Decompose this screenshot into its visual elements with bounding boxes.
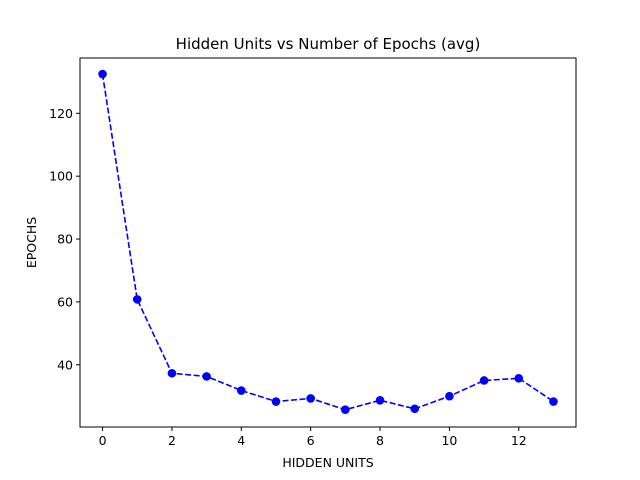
data-point [132, 295, 142, 304]
plot-frame [79, 57, 577, 428]
data-point [479, 376, 489, 385]
data-point [375, 395, 385, 405]
x-axis-ticks: 0 2 4 6 8 10 12 [99, 427, 527, 448]
data-point [202, 372, 211, 381]
y-tick-label: 80 [57, 232, 73, 247]
x-tick-label: 12 [511, 433, 527, 448]
y-axis-ticks: 40 60 80 100 120 [49, 106, 80, 372]
data-point [236, 386, 246, 395]
y-axis-label: EPOCHS [24, 217, 39, 268]
x-axis-label: HIDDEN UNITS [282, 455, 373, 470]
x-tick-label: 8 [376, 433, 384, 448]
data-point [410, 404, 420, 414]
x-tick-label: 0 [99, 433, 107, 448]
data-point [514, 373, 524, 383]
data-point [549, 397, 558, 406]
data-point [341, 405, 350, 415]
data-point [271, 397, 281, 406]
chart-title: Hidden Units vs Number of Epochs (avg) [176, 35, 481, 53]
y-tick-label: 40 [57, 357, 73, 372]
y-tick-label: 100 [49, 169, 73, 184]
data-point [445, 391, 454, 401]
y-tick-label: 60 [57, 294, 73, 309]
series-layer [98, 69, 558, 415]
x-tick-label: 2 [168, 433, 176, 448]
x-tick-label: 6 [307, 433, 315, 448]
data-point [306, 394, 315, 403]
data-point [167, 368, 177, 378]
data-point [98, 69, 107, 79]
series-line [101, 73, 554, 411]
y-tick-label: 120 [49, 106, 73, 121]
x-tick-label: 10 [441, 433, 457, 448]
x-tick-label: 4 [237, 433, 245, 448]
